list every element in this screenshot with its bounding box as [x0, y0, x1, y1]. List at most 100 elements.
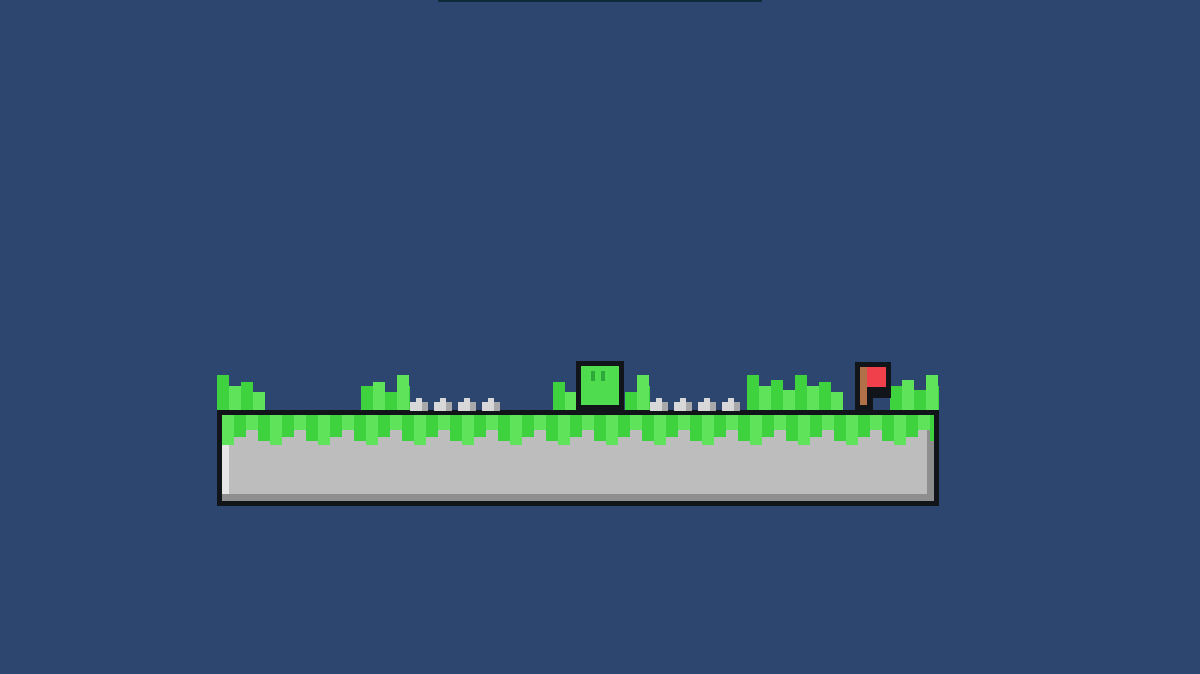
spike-body — [458, 402, 476, 411]
grass-fringe — [798, 415, 810, 445]
grass-fringe — [906, 415, 918, 437]
grass-fringe — [762, 415, 774, 437]
spike-body — [722, 402, 740, 411]
grass-fringe — [822, 415, 834, 430]
grass-fringe — [306, 415, 318, 441]
grass-tuft — [625, 392, 637, 410]
grass-fringe — [690, 415, 702, 441]
grass-fringe — [366, 415, 378, 445]
grass-fringe — [246, 415, 258, 430]
grass-fringe — [426, 415, 438, 437]
grass-tuft — [831, 392, 843, 410]
grass-fringe — [354, 415, 366, 441]
grass-fringe — [486, 415, 498, 430]
grass-tuft — [819, 382, 831, 410]
grass-fringe — [462, 415, 474, 445]
spike-icon — [650, 398, 668, 411]
grass-fringe — [234, 415, 246, 437]
grass-fringe — [918, 415, 930, 430]
grass-fringe — [546, 415, 558, 441]
grass-tuft — [397, 375, 409, 410]
spike-tip — [416, 398, 422, 403]
grass-tuft — [553, 382, 565, 410]
grass-tuft — [361, 386, 373, 410]
spike-icon — [482, 398, 500, 411]
grass-fringe — [318, 415, 330, 445]
spike-body — [410, 402, 428, 411]
grass-tuft — [914, 390, 926, 410]
grass-fringe — [894, 415, 906, 445]
player-eye-left — [591, 371, 595, 381]
grass-fringe — [882, 415, 894, 441]
top-edge-bar — [438, 0, 762, 2]
platform-shadow — [222, 494, 934, 501]
grass-tuft — [637, 375, 649, 410]
grass-fringe — [222, 415, 234, 445]
grass-fringe — [642, 415, 654, 441]
spike-icon — [698, 398, 716, 411]
grass-fringe — [474, 415, 486, 437]
spike-body — [698, 402, 716, 411]
spike-icon — [410, 398, 428, 411]
grass-fringe — [618, 415, 630, 437]
grass-fringe — [870, 415, 882, 430]
spike-tip — [440, 398, 446, 403]
grass-fringe — [930, 415, 934, 441]
grass-tuft — [409, 386, 410, 410]
platform-shadow-right — [927, 430, 934, 501]
grass-fringe — [750, 415, 762, 445]
grass-fringe — [726, 415, 738, 430]
grass-tuft — [241, 382, 253, 410]
spike-tip — [488, 398, 494, 403]
grass-fringe — [582, 415, 594, 430]
spike-icon — [434, 398, 452, 411]
grass-fringe — [666, 415, 678, 437]
grass-tuft — [565, 392, 577, 410]
grass-fringe — [738, 415, 750, 441]
player-eye-right — [601, 371, 605, 381]
spike-shade — [494, 402, 500, 411]
grass-tuft — [747, 375, 759, 410]
spike-shade — [710, 402, 716, 411]
spike-shade — [446, 402, 452, 411]
grass-fringe — [330, 415, 342, 437]
grass-fringe — [438, 415, 450, 430]
grass-fringe — [774, 415, 786, 430]
grass-tuft — [649, 386, 650, 410]
grass-tuft — [385, 392, 397, 410]
player-slime — [576, 361, 624, 410]
grass-fringe — [390, 415, 402, 430]
grass-fringe — [594, 415, 606, 441]
grass-tuft — [217, 375, 229, 410]
grass-fringe — [654, 415, 666, 445]
grass-fringe — [810, 415, 822, 437]
flag-pole — [860, 367, 867, 405]
grass-fringe — [270, 415, 282, 445]
grass-fringe — [702, 415, 714, 445]
grass-fringe — [558, 415, 570, 445]
grass-tuft — [759, 386, 771, 410]
spike-icon — [458, 398, 476, 411]
grass-fringe — [450, 415, 462, 441]
grass-fringe — [294, 415, 306, 430]
platform-highlight — [222, 445, 229, 495]
spike-shade — [470, 402, 476, 411]
spike-tip — [704, 398, 710, 403]
grass-fringe — [606, 415, 618, 445]
spike-shade — [422, 402, 428, 411]
flag-cloth — [867, 367, 886, 387]
grass-fringe — [522, 415, 534, 437]
grass-fringe — [534, 415, 546, 430]
grass-fringe — [378, 415, 390, 437]
grass-tuft — [373, 382, 385, 410]
grass-tuft — [890, 386, 902, 410]
grass-fringe — [714, 415, 726, 437]
spike-icon — [674, 398, 692, 411]
spike-icon — [722, 398, 740, 411]
grass-tuft — [253, 392, 265, 410]
grass-fringe — [258, 415, 270, 441]
grass-fringe — [282, 415, 294, 437]
grass-tuft — [902, 380, 914, 410]
grass-fringe — [414, 415, 426, 445]
